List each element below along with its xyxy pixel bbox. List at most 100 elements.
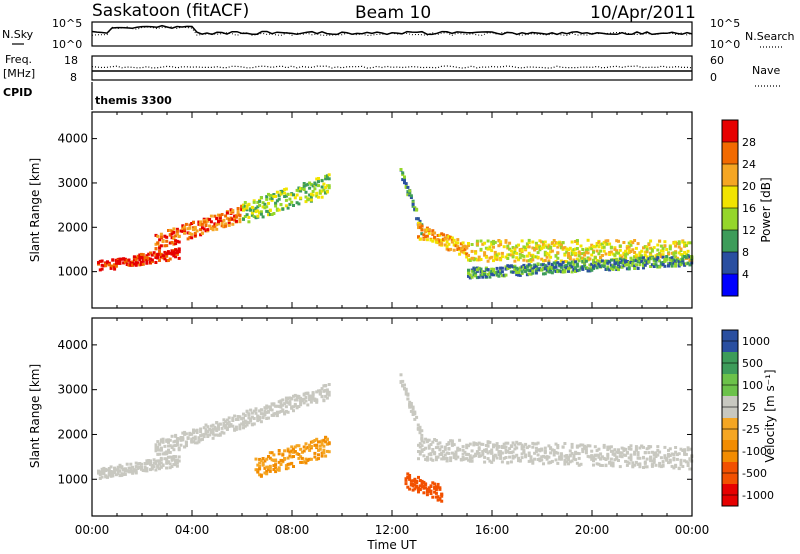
power-cell: [177, 250, 181, 254]
power-cell: [663, 259, 667, 263]
power-cell: [568, 262, 572, 266]
vel-cell: [215, 433, 219, 437]
vel-cell: [606, 456, 610, 460]
power-colorbar-tick-label: 28: [742, 136, 756, 149]
vel-cell: [274, 459, 278, 463]
vel-cell: [242, 416, 245, 420]
vel-cell: [213, 433, 217, 437]
power-cell: [449, 247, 453, 251]
power-cell: [324, 191, 328, 195]
vel-cell: [318, 444, 322, 448]
power-cell: [586, 256, 590, 260]
power-cell: [179, 229, 183, 233]
power-cell: [622, 241, 626, 244]
vel-cell: [408, 400, 412, 404]
power-cell: [654, 254, 658, 258]
power-cell: [556, 251, 560, 255]
vel-cell: [531, 441, 535, 445]
vel-cell: [659, 456, 663, 460]
power-cell: [168, 251, 172, 255]
power-cell: [513, 250, 517, 254]
vel-cell: [538, 459, 542, 463]
velocity-colorbar-tick-label: -100: [742, 445, 767, 458]
power-cell: [525, 268, 529, 272]
power-cell: [683, 244, 687, 248]
vel-cell: [515, 446, 519, 450]
vel-cell: [277, 400, 281, 404]
power-cell: [431, 232, 435, 236]
power-cell: [627, 264, 631, 267]
vel-cell: [609, 461, 613, 465]
power-cell: [570, 251, 574, 255]
power-cell: [274, 204, 278, 208]
power-cell: [270, 194, 274, 198]
vel-cell: [434, 458, 438, 462]
power-cell: [642, 246, 645, 250]
power-cell: [597, 245, 601, 249]
power-cell: [668, 258, 672, 262]
vel-cell: [263, 459, 267, 463]
power-cell: [684, 262, 688, 266]
power-cell: [254, 216, 258, 220]
power-cell: [656, 258, 660, 262]
vel-cell: [129, 470, 133, 474]
vel-cell: [281, 398, 285, 402]
vel-cell: [324, 384, 328, 388]
power-cell: [520, 249, 524, 252]
vel-cell: [622, 449, 626, 452]
power-cell: [679, 263, 683, 267]
power-cell: [281, 189, 285, 193]
power-cell: [295, 193, 299, 197]
vel-cell: [638, 465, 642, 469]
vel-cell: [134, 468, 138, 472]
power-cell: [122, 257, 126, 261]
vel-cell: [242, 412, 245, 416]
power-cell: [670, 264, 674, 268]
power-cell: [145, 256, 149, 259]
power-cell: [540, 246, 544, 250]
vel-cell: [170, 445, 174, 449]
power-cell: [584, 249, 588, 252]
vel-cell: [445, 443, 449, 446]
vel-cell: [165, 466, 169, 470]
power-cell: [324, 174, 328, 178]
power-cell: [172, 230, 176, 234]
vel-cell: [97, 470, 100, 474]
vel-cell: [552, 450, 556, 454]
power-cell: [511, 270, 515, 274]
power-cell: [140, 262, 143, 266]
vel-cell: [597, 453, 601, 457]
vel-cell: [472, 443, 476, 447]
vel-cell: [161, 439, 165, 443]
power-cell: [586, 251, 590, 255]
vel-cell: [172, 440, 176, 444]
power-cell: [309, 182, 313, 186]
power-cell: [495, 255, 499, 259]
vel-cell: [168, 462, 172, 466]
power-cell: [554, 254, 558, 258]
power-cell: [658, 265, 662, 269]
power-cell: [467, 244, 470, 247]
power-cell: [127, 263, 131, 267]
vel-cell: [113, 466, 117, 470]
power-cell: [547, 253, 551, 257]
power-cell: [681, 255, 685, 259]
vel-cell: [620, 446, 624, 450]
power-cell: [565, 250, 569, 254]
vel-cell: [527, 454, 531, 457]
vel-cell: [242, 423, 245, 427]
power-cell: [152, 251, 156, 255]
velocity-colorbar-tick-label: -500: [742, 467, 767, 480]
power-cell: [684, 252, 688, 256]
power-ylabel: Slant Range [km]: [28, 158, 42, 262]
vel-cell: [292, 405, 295, 409]
vel-cell: [468, 454, 472, 458]
power-cell: [686, 261, 690, 265]
power-cell: [579, 256, 583, 260]
power-cell: [181, 224, 185, 228]
vel-cell: [427, 488, 431, 492]
power-cell: [588, 246, 592, 250]
power-cell: [597, 259, 601, 263]
vel-cell: [674, 465, 678, 468]
power-cell: [670, 262, 674, 266]
